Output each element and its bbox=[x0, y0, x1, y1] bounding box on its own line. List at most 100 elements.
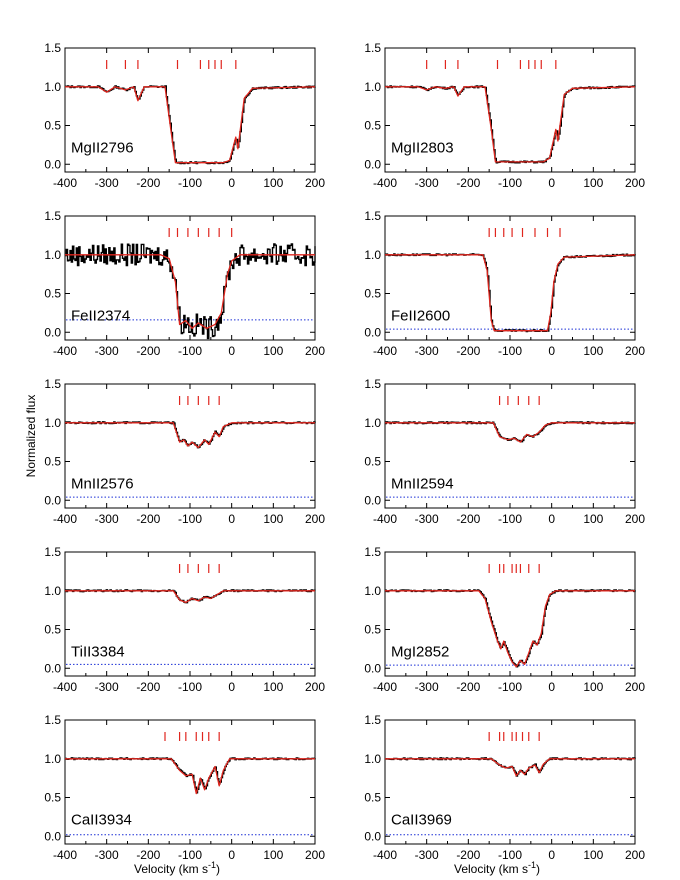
panel-mnii2576-ytick-label: 0.5 bbox=[44, 455, 61, 469]
panel-caii3969-xtick-label: -200 bbox=[456, 848, 480, 862]
panel-caii3934-xtick-label: 100 bbox=[263, 848, 283, 862]
panel-tiii3384-xtick-label: 100 bbox=[263, 680, 283, 694]
x-axis-title-left-text: Velocity (km s bbox=[134, 862, 208, 876]
panel-tiii3384-xtick-label: -300 bbox=[95, 680, 119, 694]
panel-mnii2594-xtick-label: -100 bbox=[498, 512, 522, 526]
panel-mnii2594-model-fit bbox=[385, 422, 635, 443]
panel-feii2600-ytick-label: 0.5 bbox=[364, 287, 381, 301]
panel-mgi2852-ytick-label: 1.0 bbox=[364, 584, 381, 598]
panel-mnii2576-xtick-label: -200 bbox=[136, 512, 160, 526]
panel-mgi2852-xtick-label: -300 bbox=[415, 680, 439, 694]
x-axis-title-right-sup: -1 bbox=[528, 860, 536, 870]
panel-caii3934-xtick-label: 200 bbox=[305, 848, 325, 862]
panel-mnii2576-xtick-label: 200 bbox=[305, 512, 325, 526]
panel-mgii2803-ytick-label: 1.5 bbox=[364, 41, 381, 55]
panel-caii3934: -400 -300 -200 -100 0 100 200 0.0 0.5 1.0 1.5 CaII3… bbox=[44, 713, 325, 862]
panel-mgii2796-ytick-label: 0.0 bbox=[44, 157, 61, 171]
panel-mnii2594-xtick-label: -300 bbox=[415, 512, 439, 526]
x-axis-title-left-close: ) bbox=[216, 862, 220, 876]
panel-feii2374-xtick-label: -100 bbox=[178, 344, 202, 358]
panel-caii3969: -400 -300 -200 -100 0 100 200 0.0 0.5 1.0 1.5 CaII3… bbox=[364, 713, 645, 862]
panel-mgii2796-ytick-label: 0.5 bbox=[44, 119, 61, 133]
panel-feii2374-xtick-label: 100 bbox=[263, 344, 283, 358]
panel-caii3969-xtick-label: -100 bbox=[498, 848, 522, 862]
panel-mgii2803-ytick-label: 1.0 bbox=[364, 80, 381, 94]
panel-mgii2796-xtick-label: -200 bbox=[136, 176, 160, 190]
panel-feii2374-xtick-label: 0 bbox=[228, 344, 235, 358]
panel-mnii2576-model-fit bbox=[65, 422, 315, 449]
panel-caii3969-xtick-label: -400 bbox=[373, 848, 397, 862]
panel-mgi2852-xtick-label: 200 bbox=[625, 680, 645, 694]
x-axis-title-left: Velocity (km s-1) bbox=[134, 860, 220, 876]
panel-mnii2594-ytick-label: 1.5 bbox=[364, 377, 381, 391]
panel-mgii2803-ytick-label: 0.0 bbox=[364, 157, 381, 171]
panel-feii2600-ytick-label: 1.5 bbox=[364, 209, 381, 223]
panel-caii3969-ion-label: CaII3969 bbox=[391, 812, 452, 829]
panel-mnii2594-ytick-label: 0.0 bbox=[364, 493, 381, 507]
panel-feii2374: -400 -300 -200 -100 0 100 200 0.0 0.5 1.0 1.5 FeII2… bbox=[44, 209, 325, 358]
y-axis-title: Normalized flux bbox=[24, 395, 38, 478]
panel-caii3969-xtick-label: 0 bbox=[548, 848, 555, 862]
panel-feii2600-xtick-label: -400 bbox=[373, 344, 397, 358]
panel-mgi2852-ytick-label: 1.5 bbox=[364, 545, 381, 559]
panel-mgi2852-model-fit bbox=[385, 590, 635, 668]
panel-feii2374-xtick-label: -300 bbox=[95, 344, 119, 358]
panel-mgii2803-xtick-label: -300 bbox=[415, 176, 439, 190]
panel-feii2600-xtick-label: -200 bbox=[456, 344, 480, 358]
panel-mgii2803-ion-label: MgII2803 bbox=[391, 140, 454, 157]
panel-caii3934-ion-label: CaII3934 bbox=[71, 812, 132, 829]
panel-mgi2852-ion-label: MgI2852 bbox=[391, 644, 449, 661]
panel-mgi2852-xtick-label: 100 bbox=[583, 680, 603, 694]
panel-mnii2594-xtick-label: -400 bbox=[373, 512, 397, 526]
panel-mnii2594-xtick-label: 0 bbox=[548, 512, 555, 526]
panel-tiii3384: -400 -300 -200 -100 0 100 200 0.0 0.5 1.0 1.5 TiII3… bbox=[44, 545, 325, 694]
panel-mgi2852-ytick-label: 0.0 bbox=[364, 661, 381, 675]
panel-caii3969-xtick-label: 100 bbox=[583, 848, 603, 862]
panel-mgii2796-xtick-label: -300 bbox=[95, 176, 119, 190]
panel-mgi2852-ytick-label: 0.5 bbox=[364, 623, 381, 637]
panel-mnii2594-xtick-label: -200 bbox=[456, 512, 480, 526]
panel-tiii3384-ion-label: TiII3384 bbox=[71, 644, 125, 661]
panel-mnii2576-xtick-label: 0 bbox=[228, 512, 235, 526]
panel-mgii2803-xtick-label: -200 bbox=[456, 176, 480, 190]
panel-feii2374-ytick-label: 1.5 bbox=[44, 209, 61, 223]
panel-mgii2796-ion-label: MgII2796 bbox=[71, 140, 134, 157]
panel-caii3934-ytick-label: 0.0 bbox=[44, 829, 61, 843]
panel-mnii2594-ytick-label: 1.0 bbox=[364, 416, 381, 430]
x-axis-title-right-text: Velocity (km s bbox=[454, 862, 528, 876]
panel-feii2374-ion-label: FeII2374 bbox=[71, 308, 130, 325]
panel-mgii2803: -400 -300 -200 -100 0 100 200 0.0 0.5 1.0 1.5 MgII2… bbox=[364, 41, 645, 190]
panel-mgii2803-xtick-label: 0 bbox=[548, 176, 555, 190]
panel-caii3969-model-fit bbox=[385, 758, 635, 777]
panel-caii3934-xtick-label: -200 bbox=[136, 848, 160, 862]
panel-mgi2852: -400 -300 -200 -100 0 100 200 0.0 0.5 1.0 1.5 MgI28… bbox=[364, 545, 645, 694]
panel-tiii3384-ytick-label: 1.0 bbox=[44, 584, 61, 598]
panel-tiii3384-observed-spectrum bbox=[65, 589, 316, 604]
panel-caii3969-ytick-label: 1.5 bbox=[364, 713, 381, 727]
panel-mnii2576-xtick-label: -300 bbox=[95, 512, 119, 526]
panel-tiii3384-xtick-label: 200 bbox=[305, 680, 325, 694]
panel-feii2600-xtick-label: -100 bbox=[498, 344, 522, 358]
panel-tiii3384-xtick-label: -400 bbox=[53, 680, 77, 694]
panel-caii3969-ytick-label: 0.0 bbox=[364, 829, 381, 843]
panel-mnii2594-xtick-label: 200 bbox=[625, 512, 645, 526]
panel-mnii2594-ytick-label: 0.5 bbox=[364, 455, 381, 469]
panel-feii2374-xtick-label: -400 bbox=[53, 344, 77, 358]
panel-caii3934-xtick-label: -400 bbox=[53, 848, 77, 862]
panel-mnii2576: -400 -300 -200 -100 0 100 200 0.0 0.5 1.0 1.5 MnII2… bbox=[44, 377, 325, 526]
panel-mgii2796-xtick-label: 100 bbox=[263, 176, 283, 190]
panel-caii3969-ytick-label: 0.5 bbox=[364, 791, 381, 805]
panel-tiii3384-xtick-label: 0 bbox=[228, 680, 235, 694]
panel-tiii3384-ytick-label: 0.5 bbox=[44, 623, 61, 637]
panel-caii3934-ytick-label: 1.5 bbox=[44, 713, 61, 727]
panel-feii2374-ytick-label: 0.5 bbox=[44, 287, 61, 301]
panel-caii3934-ytick-label: 0.5 bbox=[44, 791, 61, 805]
panel-mnii2576-ytick-label: 1.5 bbox=[44, 377, 61, 391]
panel-caii3969-xtick-label: 200 bbox=[625, 848, 645, 862]
panel-caii3934-model-fit bbox=[65, 758, 315, 795]
panel-mgii2796-ytick-label: 1.5 bbox=[44, 41, 61, 55]
panel-tiii3384-model-fit bbox=[65, 590, 315, 604]
panel-caii3934-xtick-label: -300 bbox=[95, 848, 119, 862]
panel-feii2600-xtick-label: -300 bbox=[415, 344, 439, 358]
